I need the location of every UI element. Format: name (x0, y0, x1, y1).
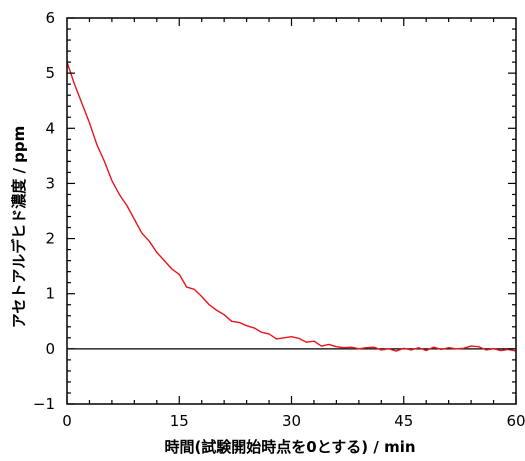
y-tick-label: 0 (45, 340, 55, 358)
y-tick-label: 3 (45, 174, 55, 192)
x-axis-title: 時間(試験開始時点を0とする) / min (164, 438, 415, 456)
x-tick-label: 30 (282, 412, 301, 430)
x-tick-label: 15 (170, 412, 189, 430)
y-axis-title: アセトアルデヒド濃度 / ppm (10, 126, 28, 329)
y-tick-label: −1 (33, 395, 55, 413)
y-tick-label: 4 (45, 119, 55, 137)
x-tick-label: 45 (394, 412, 413, 430)
y-tick-label: 5 (45, 64, 55, 82)
series-line-0 (66, 61, 517, 352)
x-tick-label: 60 (506, 412, 525, 430)
plot-area (66, 61, 517, 352)
y-tick-label: 6 (45, 9, 55, 27)
y-tick-label: 2 (45, 230, 55, 248)
y-tick-label: 1 (45, 285, 55, 303)
plot-frame (66, 17, 517, 405)
x-tick-label: 0 (62, 412, 72, 430)
